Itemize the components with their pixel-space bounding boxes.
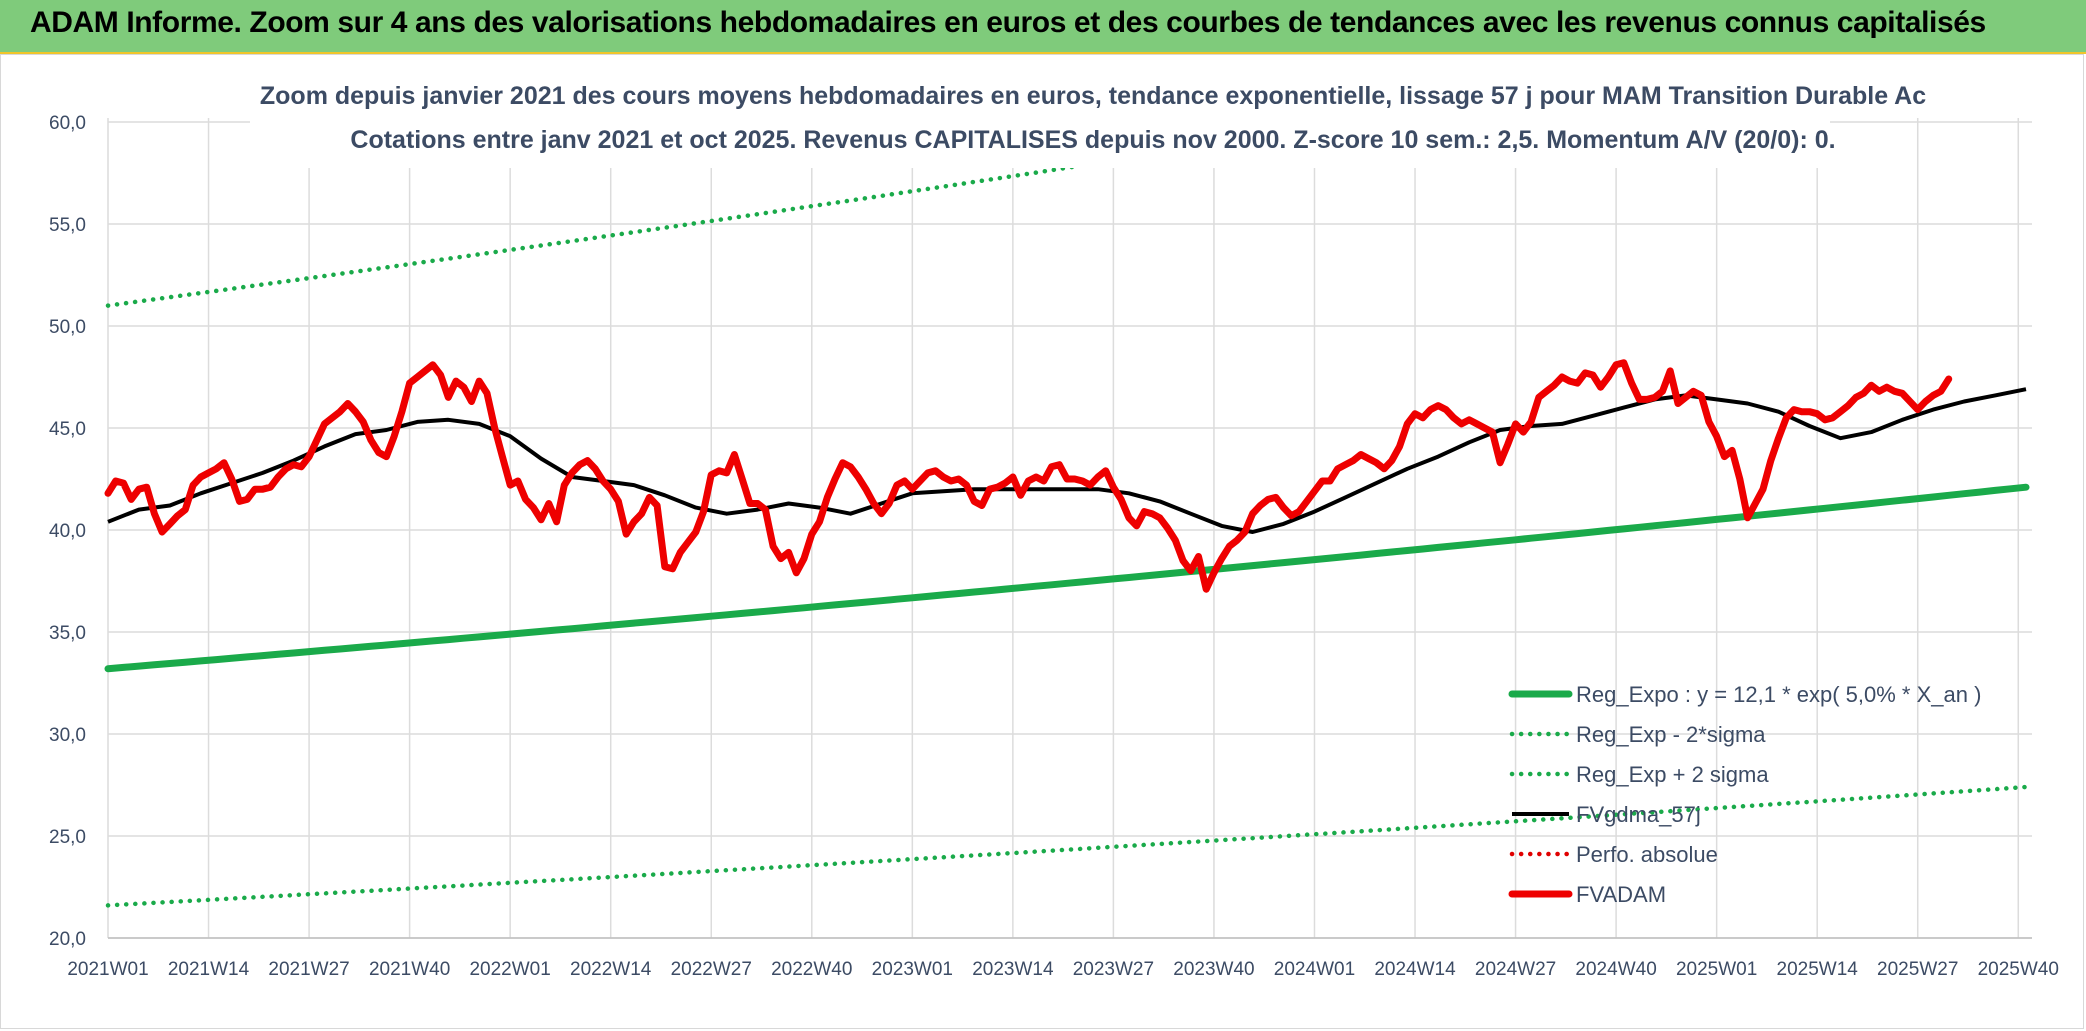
legend-label: Reg_Exp - 2*sigma xyxy=(1576,722,1766,747)
x-tick-label: 2022W40 xyxy=(771,959,852,980)
x-tick-label: 2022W27 xyxy=(671,959,752,980)
y-tick-label: 25,0 xyxy=(49,827,86,848)
x-tick-label: 2025W14 xyxy=(1777,959,1859,980)
x-tick-label: 2022W14 xyxy=(570,959,652,980)
legend-label: Perfo. absolue xyxy=(1576,842,1718,867)
x-tick-label: 2024W40 xyxy=(1575,959,1656,980)
page-title: ADAM Informe. Zoom sur 4 ans des valoris… xyxy=(30,6,1986,39)
x-tick-label: 2022W01 xyxy=(469,959,550,980)
chart-frame xyxy=(0,54,2084,1029)
x-tick-label: 2021W40 xyxy=(369,959,450,980)
x-tick-label: 2025W27 xyxy=(1877,959,1958,980)
y-tick-label: 55,0 xyxy=(49,215,86,236)
x-tick-label: 2024W01 xyxy=(1274,959,1355,980)
series-fvgdma-57j xyxy=(107,387,2027,534)
x-tick-label: 2023W01 xyxy=(872,959,953,980)
y-tick-label: 50,0 xyxy=(49,317,86,338)
x-tick-label: 2021W01 xyxy=(67,959,148,980)
x-tick-label: 2023W14 xyxy=(972,959,1054,980)
legend: Reg_Expo : y = 12,1 * exp( 5,0% * X_an )… xyxy=(1508,682,1981,907)
x-tick-label: 2023W27 xyxy=(1073,959,1154,980)
legend-label: FVgdma_57j xyxy=(1576,802,1701,827)
chart-subtitle: Cotations entre janv 2021 et oct 2025. R… xyxy=(350,126,1836,154)
x-tick-label: 2023W40 xyxy=(1173,959,1254,980)
grid xyxy=(107,118,2032,939)
x-tick-label: 2021W27 xyxy=(268,959,349,980)
series-fvadam xyxy=(104,359,1953,593)
series-reg-exp-2-sigma xyxy=(105,784,2029,908)
axes: 20,0 25,0 30,0 35,0 40,0 45,0 50,0 55,0 60,0 2021… xyxy=(49,113,2059,980)
series-reg-expo-y-12-1-exp-5-0-x-an xyxy=(104,483,2030,673)
x-tick-label: 2025W01 xyxy=(1676,959,1757,980)
legend-label: Reg_Expo : y = 12,1 * exp( 5,0% * X_an ) xyxy=(1576,682,1981,707)
legend-label: FVADAM xyxy=(1576,882,1666,907)
chart-title: Zoom depuis janvier 2021 des cours moyen… xyxy=(259,82,1927,110)
x-tick-label: 2024W14 xyxy=(1374,959,1456,980)
legend-label: Reg_Exp + 2 sigma xyxy=(1576,762,1769,787)
y-tick-label: 35,0 xyxy=(49,623,86,644)
y-tick-label: 30,0 xyxy=(49,725,86,746)
y-tick-label: 60,0 xyxy=(49,113,86,134)
subtitle-background xyxy=(250,80,1830,168)
y-tick-label: 20,0 xyxy=(49,929,86,950)
x-tick-label: 2021W14 xyxy=(168,959,250,980)
y-tick-label: 45,0 xyxy=(49,419,86,440)
x-tick-label: 2025W40 xyxy=(1978,959,2059,980)
series-layer xyxy=(104,96,2030,908)
x-tick-label: 2024W27 xyxy=(1475,959,1556,980)
y-tick-label: 40,0 xyxy=(49,521,86,542)
header-bar: ADAM Informe. Zoom sur 4 ans des valoris… xyxy=(0,0,2086,54)
